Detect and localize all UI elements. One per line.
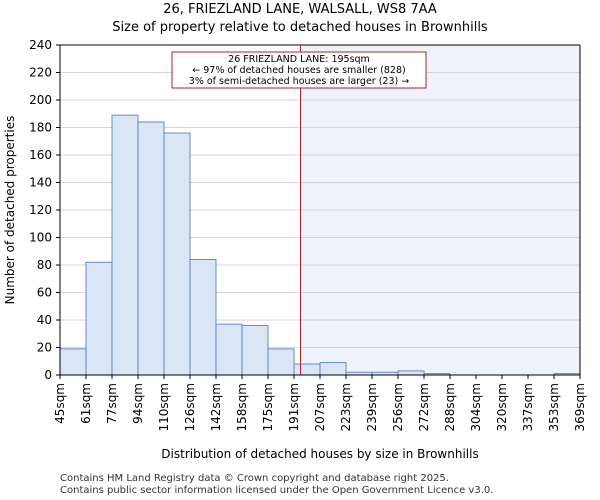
bars xyxy=(59,114,581,376)
bar-175sqm xyxy=(267,348,295,376)
y-tick-label: 0 xyxy=(44,368,52,382)
x-tick-label: 320sqm xyxy=(495,383,509,431)
x-tick-label: 239sqm xyxy=(365,383,379,431)
annotation-line-1: 26 FRIEZLAND LANE: 195sqm xyxy=(228,54,370,65)
y-tick-label: 120 xyxy=(29,203,52,217)
x-tick-label: 142sqm xyxy=(209,383,223,431)
x-tick-label: 207sqm xyxy=(313,383,327,431)
y-tick-label: 180 xyxy=(29,121,52,135)
x-tick-label: 77sqm xyxy=(105,383,119,424)
x-tick-label: 223sqm xyxy=(339,383,353,431)
bar-45sqm xyxy=(59,348,87,376)
x-tick-label: 175sqm xyxy=(261,383,275,431)
x-tick-label: 288sqm xyxy=(443,383,457,431)
y-tick-label: 240 xyxy=(29,38,52,52)
x-tick-label: 304sqm xyxy=(469,383,483,431)
x-tick-label: 369sqm xyxy=(573,383,587,431)
x-tick-label: 272sqm xyxy=(417,383,431,431)
footer-line-1: Contains HM Land Registry data © Crown c… xyxy=(60,473,449,484)
y-tick-label: 140 xyxy=(29,176,52,190)
bar-158sqm xyxy=(241,325,269,376)
x-tick-label: 256sqm xyxy=(391,383,405,431)
axes: 0 20 40 60 80 100 120 140 160 180 200 220 240 45sqm 61… xyxy=(29,38,587,431)
y-tick-label: 40 xyxy=(37,313,52,327)
x-tick-label: 191sqm xyxy=(287,383,301,431)
y-tick-label: 100 xyxy=(29,231,52,245)
chart-title: 26, FRIEZLAND LANE, WALSALL, WS8 7AA xyxy=(163,2,437,17)
bar-61sqm xyxy=(85,261,113,376)
y-axis-label: Number of detached properties xyxy=(3,116,17,305)
y-tick-label: 200 xyxy=(29,93,52,107)
x-tick-label: 61sqm xyxy=(79,383,93,424)
bar-126sqm xyxy=(189,259,217,376)
annotation-border xyxy=(171,51,427,89)
x-tick-label: 110sqm xyxy=(157,383,171,431)
x-tick-label: 337sqm xyxy=(521,383,535,431)
x-tick-label: 45sqm xyxy=(53,383,67,424)
x-tick-label: 94sqm xyxy=(131,383,145,424)
bar-256sqm xyxy=(397,370,425,376)
bar-191sqm xyxy=(293,363,321,376)
bar-77sqm xyxy=(111,114,139,376)
y-tick-label: 60 xyxy=(37,286,52,300)
bar-110sqm xyxy=(163,132,191,376)
y-tick-label: 80 xyxy=(37,258,52,272)
x-axis-label: Distribution of detached houses by size … xyxy=(161,447,478,461)
annotation-line-2: ← 97% of detached houses are smaller (82… xyxy=(192,65,405,76)
footer-line-2: Contains public sector information licen… xyxy=(60,485,494,496)
chart-subtitle: Size of property relative to detached ho… xyxy=(112,20,488,35)
bar-142sqm xyxy=(215,323,243,376)
y-tick-label: 220 xyxy=(29,66,52,80)
histogram-chart: 0 20 40 60 80 100 120 140 160 180 200 220 240 45sqm 61… xyxy=(3,38,587,461)
annotation-box: 26 FRIEZLAND LANE: 195sqm ← 97% of detac… xyxy=(171,51,427,89)
x-tick-label: 126sqm xyxy=(183,383,197,431)
y-tick-label: 20 xyxy=(37,341,52,355)
x-tick-label: 158sqm xyxy=(235,383,249,431)
x-tick-label: 353sqm xyxy=(547,383,561,431)
y-tick-label: 160 xyxy=(29,148,52,162)
bar-207sqm xyxy=(319,362,347,376)
annotation-line-3: 3% of semi-detached houses are larger (2… xyxy=(189,76,409,87)
bar-94sqm xyxy=(137,121,165,376)
